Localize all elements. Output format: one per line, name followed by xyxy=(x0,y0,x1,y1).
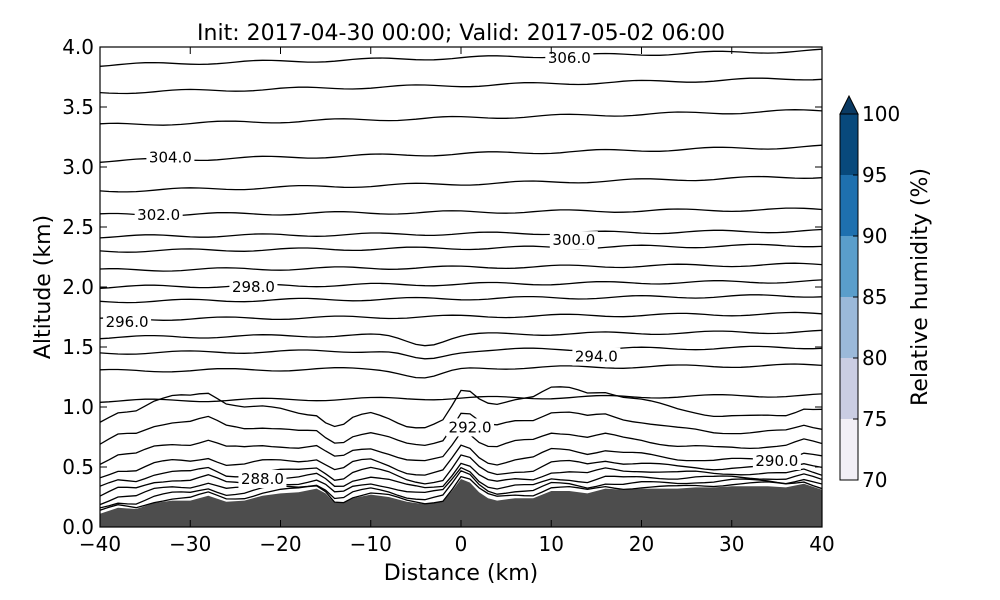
isentrope-line xyxy=(100,444,822,479)
x-tick-label: 20 xyxy=(629,532,654,556)
x-tick-label: −40 xyxy=(79,532,121,556)
contour-label: 302.0 xyxy=(137,206,180,224)
colorbar-tick-label: 80 xyxy=(862,346,887,370)
chart-title: Init: 2017-04-30 00:00; Valid: 2017-05-0… xyxy=(197,21,725,46)
contour-label: 294.0 xyxy=(575,348,618,366)
x-axis-label: Distance (km) xyxy=(384,561,539,586)
contour-label: 304.0 xyxy=(149,148,192,166)
isentrope-line xyxy=(100,393,822,403)
x-tick-label: −10 xyxy=(350,532,392,556)
colorbar-tick-label: 95 xyxy=(862,163,887,187)
terrain-layer xyxy=(100,479,822,527)
isentrope-line xyxy=(100,462,822,497)
isentrope-line xyxy=(100,77,822,95)
colorbar-segment xyxy=(840,236,858,297)
contour-label: 306.0 xyxy=(548,49,591,67)
x-tick-label: 40 xyxy=(809,532,834,556)
colorbar-tick-label: 70 xyxy=(862,468,887,492)
colorbar-tick-label: 85 xyxy=(862,285,887,309)
colorbar-tick-label: 100 xyxy=(862,102,900,126)
x-tick-label: 10 xyxy=(539,532,564,556)
isentrope-line xyxy=(100,466,822,506)
isentrope-line xyxy=(100,345,822,360)
isentrope-line xyxy=(100,228,822,239)
y-axis-label: Altitude (km) xyxy=(31,215,56,359)
isentrope-line xyxy=(100,109,822,126)
y-tick-label: 1.5 xyxy=(62,335,94,359)
isentrope-line xyxy=(100,207,822,217)
isentrope-line xyxy=(100,475,822,511)
colorbar-segment xyxy=(840,358,858,419)
y-tick-label: 2.0 xyxy=(62,275,94,299)
contour-label-bg xyxy=(238,470,287,488)
colorbar-label: Relative humidity (%) xyxy=(908,168,933,406)
colorbar-extend-arrow xyxy=(839,94,859,115)
contour-label-bg xyxy=(549,231,598,250)
contour-label-bg xyxy=(446,418,495,437)
contour-label-bg xyxy=(134,206,183,224)
y-tick-label: 3.0 xyxy=(62,155,94,179)
colorbar-segment xyxy=(840,114,858,175)
y-axis-ticks: 0.0 0.5 1.0 1.5 2.0 2.5 3.0 3.5 4.0 xyxy=(62,35,822,539)
isentrope-line xyxy=(100,262,822,272)
contour-label: 296.0 xyxy=(106,313,149,331)
terrain-fill xyxy=(100,479,822,527)
isentrope-line xyxy=(100,279,822,289)
y-tick-label: 1.0 xyxy=(62,395,94,419)
contour-label: 300.0 xyxy=(552,231,595,249)
colorbar-tick-label: 90 xyxy=(862,224,887,248)
colorbar: 70 75 80 85 90 95 100 xyxy=(839,94,900,492)
contour-label-bg xyxy=(103,312,152,331)
contour-label-bg xyxy=(146,148,195,167)
contour-label-bg xyxy=(752,452,801,470)
isentrope-line xyxy=(100,411,822,447)
x-tick-label: 0 xyxy=(455,532,468,556)
colorbar-segment xyxy=(840,419,858,480)
y-tick-label: 3.5 xyxy=(62,95,94,119)
x-tick-label: 30 xyxy=(719,532,744,556)
x-tick-label: −20 xyxy=(259,532,301,556)
isentrope-lines xyxy=(100,48,822,511)
isentrope-line xyxy=(100,329,822,347)
colorbar-segment xyxy=(840,175,858,236)
isentrope-line xyxy=(100,431,822,465)
contour-label-bg xyxy=(572,347,621,366)
isentrope-line xyxy=(100,454,822,487)
isentrope-line xyxy=(100,144,822,163)
contour-labels: 306.0 304.0 302.0 300.0 298.0 296.0 294.0 292.0… xyxy=(103,48,801,488)
contour-label: 298.0 xyxy=(232,278,275,296)
contour-label: 290.0 xyxy=(755,452,798,470)
contour-label-bg xyxy=(229,278,278,296)
isentrope-line xyxy=(100,311,822,321)
x-tick-label: −30 xyxy=(169,532,211,556)
y-tick-label: 4.0 xyxy=(62,35,94,59)
isentrope-line xyxy=(100,243,822,253)
isentrope-line xyxy=(100,175,822,193)
isentrope-line xyxy=(100,294,822,304)
x-axis-ticks: −40 −30 −20 −10 0 10 20 30 40 xyxy=(79,47,835,556)
colorbar-segment xyxy=(840,297,858,358)
y-tick-label: 2.5 xyxy=(62,215,94,239)
y-tick-label: 0.5 xyxy=(62,455,94,479)
isentrope-line xyxy=(100,48,822,67)
colorbar-tick-label: 75 xyxy=(862,407,887,431)
isentrope-line xyxy=(100,470,822,509)
contour-label: 292.0 xyxy=(449,418,492,436)
contour-label-bg xyxy=(545,48,594,67)
isentrope-line xyxy=(100,363,822,379)
contour-label: 288.0 xyxy=(241,470,284,488)
y-tick-label: 0.0 xyxy=(62,515,94,539)
